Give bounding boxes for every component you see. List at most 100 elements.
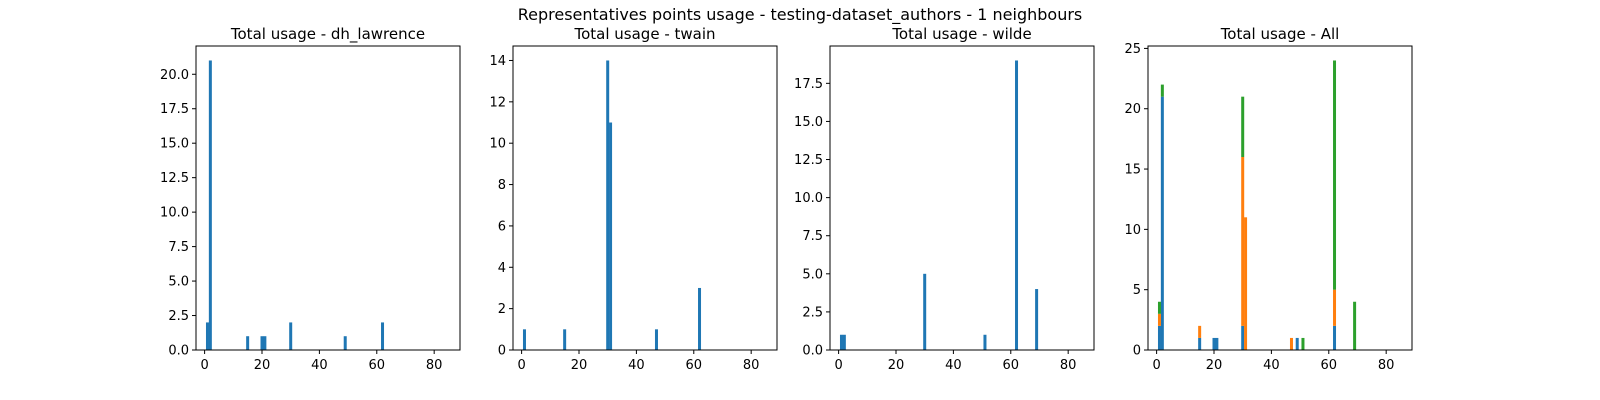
bar-s0-x15 bbox=[563, 329, 567, 350]
bar-s0-x30 bbox=[606, 60, 610, 350]
bar-s2-x30 bbox=[1241, 96, 1245, 157]
x-tick-label: 80 bbox=[1060, 358, 1077, 373]
chart-panel-twain: Total usage - twain 0 20 40 60 80 0 2 4 6 8 10 12 14 bbox=[489, 25, 778, 373]
bar-s0-x1 bbox=[522, 329, 526, 350]
y-tick-label: 17.5 bbox=[794, 77, 823, 92]
y-tick-label: 0 bbox=[1133, 344, 1141, 359]
y-tick-label: 15 bbox=[1124, 163, 1141, 178]
axes-frame bbox=[829, 45, 1095, 351]
bar-s0-x15 bbox=[246, 336, 250, 350]
y-tick-label: 4 bbox=[498, 261, 506, 276]
y-tick-label: 0 bbox=[498, 344, 506, 359]
bar-s2-x62 bbox=[1333, 60, 1337, 290]
y-tick-label: 2.5 bbox=[168, 309, 189, 324]
x-tick-label: 80 bbox=[743, 358, 760, 373]
x-tick-label: 20 bbox=[1206, 358, 1223, 373]
bar-s0-x31 bbox=[609, 122, 613, 351]
bar-s1-x15 bbox=[1198, 325, 1202, 338]
x-tick-label: 80 bbox=[426, 358, 443, 373]
x-tick-label: 40 bbox=[1263, 358, 1280, 373]
y-tick-label: 25 bbox=[1124, 42, 1141, 57]
y-tick-label: 10.0 bbox=[160, 206, 189, 221]
chart-title-twain: Total usage - twain bbox=[573, 25, 715, 43]
x-tick-label: 60 bbox=[1003, 358, 1020, 373]
bar-s0-x30 bbox=[923, 273, 927, 350]
y-tick-label: 10.0 bbox=[794, 191, 823, 206]
axes-frame bbox=[512, 45, 778, 351]
bar-s1-x62 bbox=[1333, 289, 1337, 326]
bar-s2-x69 bbox=[1353, 301, 1357, 350]
bar-s0-x2 bbox=[208, 60, 212, 350]
figure-suptitle: Representatives points usage - testing-d… bbox=[518, 5, 1083, 25]
bar-s0-x47 bbox=[654, 329, 658, 350]
bar-s0-x62 bbox=[1015, 60, 1019, 350]
x-tick-label: 0 bbox=[834, 358, 842, 373]
chart-panel-all: Total usage - All 0 20 40 60 80 0 5 10 15 20 25 bbox=[1124, 25, 1413, 373]
y-tick-label: 15.0 bbox=[160, 137, 189, 152]
bar-s1-x31 bbox=[1244, 217, 1248, 350]
y-tick-label: 7.5 bbox=[168, 240, 189, 255]
bar-s2-x1 bbox=[1157, 301, 1161, 314]
y-tick-label: 0.0 bbox=[802, 344, 823, 359]
bar-s2-x51 bbox=[1301, 337, 1305, 350]
x-tick-label: 0 bbox=[1152, 358, 1160, 373]
chart-title-wilde: Total usage - wilde bbox=[891, 25, 1031, 43]
x-tick-label: 20 bbox=[254, 358, 271, 373]
bar-s0-x15 bbox=[1198, 337, 1202, 350]
y-tick-label: 0.0 bbox=[168, 344, 189, 359]
bar-s0-x20 bbox=[1212, 337, 1216, 350]
y-tick-label: 7.5 bbox=[802, 229, 823, 244]
x-tick-label: 60 bbox=[1321, 358, 1338, 373]
bar-s0-x30 bbox=[1241, 325, 1245, 350]
y-tick-label: 17.5 bbox=[160, 102, 189, 117]
x-tick-label: 80 bbox=[1378, 358, 1395, 373]
y-tick-label: 10 bbox=[1124, 223, 1141, 238]
y-tick-label: 20 bbox=[1124, 102, 1141, 117]
y-tick-label: 5.0 bbox=[168, 275, 189, 290]
y-tick-label: 2 bbox=[498, 302, 506, 317]
y-tick-label: 8 bbox=[498, 178, 506, 193]
x-tick-label: 20 bbox=[571, 358, 588, 373]
x-tick-label: 40 bbox=[628, 358, 645, 373]
bar-s0-x69 bbox=[1035, 289, 1039, 350]
y-tick-label: 14 bbox=[489, 54, 506, 69]
y-tick-label: 12 bbox=[489, 95, 506, 110]
bar-s0-x21 bbox=[1215, 337, 1219, 350]
axes-frame bbox=[1147, 45, 1413, 351]
y-tick-label: 12.5 bbox=[160, 171, 189, 186]
y-tick-label: 5.0 bbox=[802, 267, 823, 282]
x-tick-label: 0 bbox=[517, 358, 525, 373]
bar-s0-x49 bbox=[343, 336, 347, 350]
bar-s0-x1 bbox=[839, 334, 843, 350]
bar-s0-x51 bbox=[983, 334, 987, 350]
y-tick-label: 12.5 bbox=[794, 153, 823, 168]
chart-title-dh-lawrence: Total usage - dh_lawrence bbox=[230, 25, 425, 44]
bar-s0-x1 bbox=[1157, 325, 1161, 350]
bar-s2-x2 bbox=[1160, 84, 1164, 97]
x-tick-label: 40 bbox=[945, 358, 962, 373]
y-tick-label: 6 bbox=[498, 219, 506, 234]
bar-s0-x1 bbox=[205, 322, 209, 350]
x-tick-label: 60 bbox=[369, 358, 386, 373]
bar-s0-x30 bbox=[289, 322, 293, 350]
bar-s0-x2 bbox=[842, 334, 846, 350]
chart-title-all: Total usage - All bbox=[1220, 25, 1340, 43]
bar-s1-x1 bbox=[1157, 313, 1161, 326]
chart-panel-wilde: Total usage - wilde 0 20 40 60 80 0.0 2.5 5.0 7.… bbox=[794, 25, 1095, 373]
bar-s0-x62 bbox=[1333, 325, 1337, 350]
axes-frame bbox=[195, 45, 461, 351]
x-tick-label: 0 bbox=[200, 358, 208, 373]
bar-s1-x30 bbox=[1241, 156, 1245, 326]
bar-s0-x62 bbox=[381, 322, 385, 350]
bar-s0-x62 bbox=[698, 287, 702, 350]
bar-s1-x47 bbox=[1289, 337, 1293, 350]
y-tick-label: 15.0 bbox=[794, 115, 823, 130]
y-tick-label: 20.0 bbox=[160, 68, 189, 83]
bar-s0-x49 bbox=[1295, 337, 1299, 350]
x-tick-label: 40 bbox=[311, 358, 328, 373]
chart-panel-dh-lawrence: Total usage - dh_lawrence 0 20 40 60 80 0.0 2.… bbox=[160, 25, 461, 373]
bar-s0-x21 bbox=[263, 336, 267, 350]
y-tick-label: 5 bbox=[1133, 283, 1141, 298]
bar-s0-x2 bbox=[1160, 96, 1164, 350]
